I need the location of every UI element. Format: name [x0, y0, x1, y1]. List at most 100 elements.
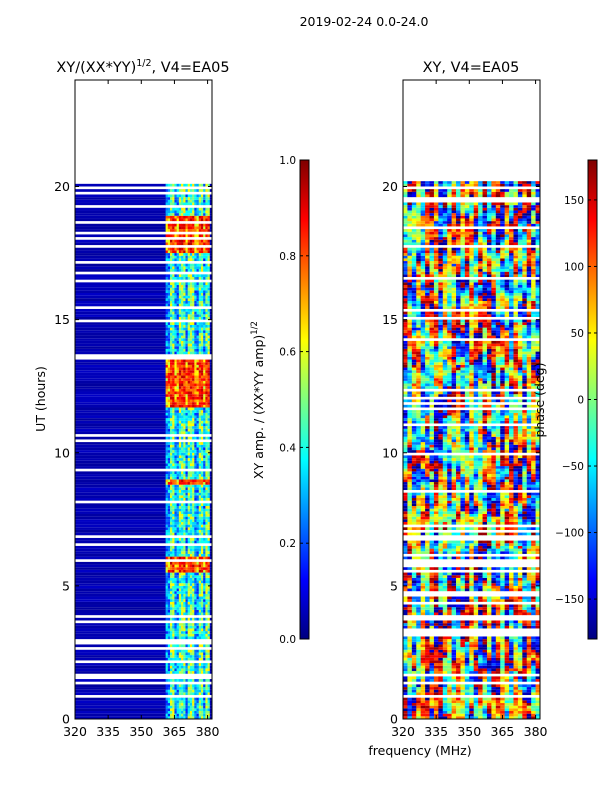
phase-cell [407, 711, 413, 714]
amplitude-cell [75, 380, 167, 384]
amplitude-cell [170, 410, 173, 413]
amplitude-cell [209, 625, 212, 629]
amplitude-cell [178, 183, 182, 187]
amplitude-cell [187, 471, 191, 475]
phase-cell [513, 620, 519, 624]
amplitude-cell [196, 380, 200, 384]
amplitude-cell [178, 479, 182, 483]
amplitude-cell [174, 625, 177, 629]
phase-cell [495, 609, 501, 613]
amplitude-cell [172, 226, 175, 230]
amplitude-cell [172, 375, 175, 379]
amplitude-cell [209, 183, 212, 187]
amplitude-cell [185, 332, 188, 336]
amplitude-cell [207, 218, 211, 222]
amplitude-cell [167, 338, 171, 341]
amplitude-cell [194, 665, 197, 669]
amplitude-cell [207, 444, 211, 448]
amplitude-cell [205, 466, 208, 469]
amplitude-cell [178, 572, 182, 576]
amplitude-cell [185, 596, 188, 600]
amplitude-cell [207, 588, 211, 592]
amplitude-cell [172, 399, 175, 403]
amplitude-cell [170, 300, 173, 304]
phase-cell [513, 692, 519, 696]
phase-cell [451, 689, 457, 693]
amplitude-cell [181, 567, 184, 570]
amplitude-cell [183, 340, 186, 344]
amplitude-cell [178, 367, 182, 371]
amplitude-cell [185, 532, 188, 536]
phase-cell [522, 625, 528, 629]
amplitude-cell [75, 689, 167, 693]
amplitude-cell [203, 436, 206, 440]
amplitude-cell [203, 407, 206, 411]
amplitude-cell [194, 444, 197, 448]
amplitude-cell [167, 436, 171, 440]
amplitude-cell [203, 226, 206, 230]
amplitude-cell [181, 607, 184, 610]
amplitude-cell [205, 713, 208, 717]
amplitude-cell [165, 687, 169, 690]
amplitude-cell [183, 492, 186, 496]
amplitude-cell [207, 636, 211, 640]
amplitude-cell [170, 383, 173, 387]
amplitude-cell [181, 466, 184, 469]
amplitude-cell [178, 362, 182, 365]
amplitude-cell [187, 290, 191, 293]
phase-cell [526, 607, 532, 610]
amplitude-cell [181, 197, 184, 200]
phase-cell [403, 623, 408, 626]
phase-cell [500, 620, 505, 624]
amplitude-cell [178, 612, 182, 616]
amplitude-cell [187, 556, 191, 560]
amplitude-cell [167, 332, 171, 336]
phase-cell [517, 671, 523, 674]
amplitude-cell [170, 362, 173, 365]
amplitude-cell [170, 511, 173, 514]
amplitude-cell [207, 362, 211, 365]
phase-cell [416, 657, 421, 661]
amplitude-cell [196, 506, 200, 509]
amplitude-cell [167, 388, 171, 392]
phase-cell [495, 660, 501, 664]
amplitude-cell [165, 338, 169, 341]
amplitude-cell [176, 194, 180, 198]
amplitude-cell [185, 508, 188, 512]
phase-cell [482, 713, 488, 717]
amplitude-cell [192, 295, 195, 299]
phase-cell [486, 716, 492, 719]
amplitude-cell [174, 484, 177, 488]
amplitude-cell [174, 330, 177, 333]
amplitude-cell [185, 524, 188, 528]
amplitude-cell [75, 495, 167, 499]
amplitude-cell [178, 247, 182, 251]
amplitude-cell [187, 370, 191, 373]
phase-cell [411, 679, 417, 682]
amplitude-cell [172, 343, 175, 347]
amplitude-cell [200, 484, 204, 488]
phase-cell [464, 657, 470, 661]
amplitude-cell [207, 322, 211, 325]
amplitude-cell [178, 197, 182, 200]
amplitude-cell [198, 308, 202, 312]
amplitude-cell [167, 364, 171, 368]
amplitude-cell [205, 330, 208, 333]
phase-cell [460, 585, 466, 589]
amplitude-cell [200, 391, 204, 395]
phase-cell [433, 649, 439, 653]
amplitude-cell [203, 716, 206, 719]
amplitude-cell [187, 375, 191, 379]
amplitude-cell [75, 474, 167, 477]
amplitude-cell [181, 383, 184, 387]
amplitude-cell [209, 210, 212, 214]
phase-cell [425, 655, 430, 658]
amplitude-cell [185, 295, 188, 299]
amplitude-cell [172, 569, 175, 573]
amplitude-cell [170, 577, 173, 581]
amplitude-cell [205, 215, 208, 219]
amplitude-cell [178, 508, 182, 512]
amplitude-cell [196, 599, 200, 602]
phase-cell [447, 609, 452, 613]
amplitude-cell [200, 548, 204, 552]
